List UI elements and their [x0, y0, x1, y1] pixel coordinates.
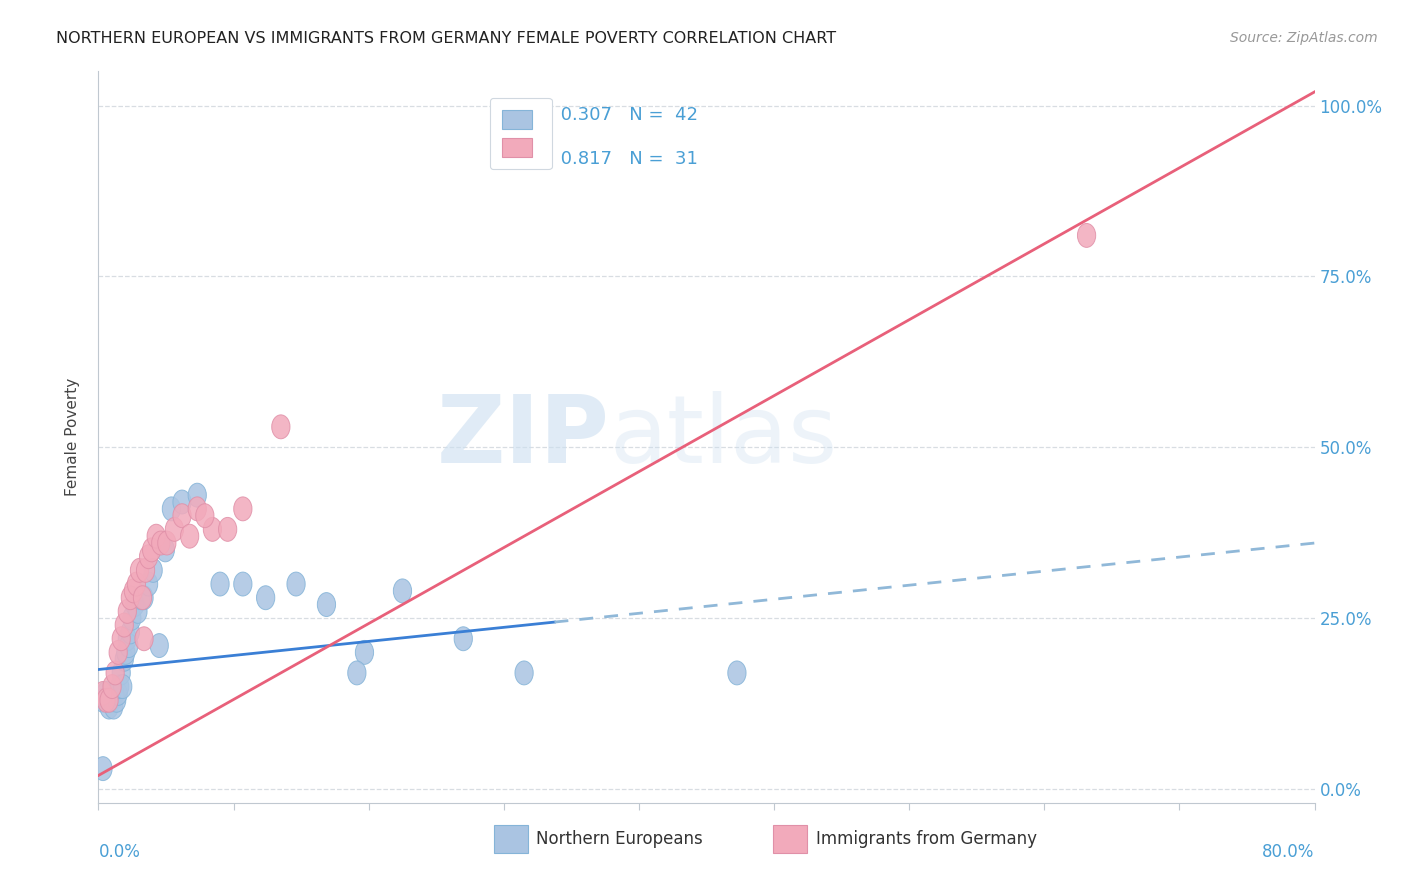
- Ellipse shape: [98, 689, 117, 712]
- Ellipse shape: [111, 674, 129, 698]
- Ellipse shape: [110, 681, 128, 706]
- Ellipse shape: [173, 490, 191, 514]
- Ellipse shape: [148, 524, 166, 549]
- Ellipse shape: [271, 415, 290, 439]
- Legend: , : ,: [489, 98, 551, 169]
- Ellipse shape: [107, 689, 125, 712]
- Ellipse shape: [117, 640, 135, 665]
- Ellipse shape: [356, 640, 374, 665]
- Ellipse shape: [128, 572, 146, 596]
- Ellipse shape: [139, 545, 157, 569]
- Ellipse shape: [115, 613, 134, 637]
- Ellipse shape: [120, 633, 138, 657]
- Ellipse shape: [195, 504, 214, 528]
- Ellipse shape: [515, 661, 533, 685]
- Ellipse shape: [94, 689, 112, 712]
- Ellipse shape: [94, 681, 112, 706]
- Ellipse shape: [1077, 224, 1095, 247]
- Ellipse shape: [142, 538, 160, 562]
- Ellipse shape: [97, 681, 115, 706]
- Ellipse shape: [204, 517, 222, 541]
- Ellipse shape: [121, 586, 139, 610]
- Ellipse shape: [180, 524, 198, 549]
- Text: NORTHERN EUROPEAN VS IMMIGRANTS FROM GERMANY FEMALE POVERTY CORRELATION CHART: NORTHERN EUROPEAN VS IMMIGRANTS FROM GER…: [56, 31, 837, 46]
- Ellipse shape: [101, 689, 120, 712]
- Ellipse shape: [125, 592, 143, 616]
- Ellipse shape: [124, 579, 142, 603]
- Text: ZIP: ZIP: [436, 391, 609, 483]
- Ellipse shape: [188, 497, 207, 521]
- Ellipse shape: [233, 572, 252, 596]
- Ellipse shape: [156, 538, 174, 562]
- Ellipse shape: [134, 586, 152, 610]
- Ellipse shape: [157, 531, 176, 555]
- Text: atlas: atlas: [609, 391, 838, 483]
- Ellipse shape: [97, 689, 115, 712]
- Ellipse shape: [122, 607, 141, 630]
- Ellipse shape: [100, 689, 118, 712]
- Ellipse shape: [100, 695, 118, 719]
- Ellipse shape: [233, 497, 252, 521]
- Ellipse shape: [136, 558, 155, 582]
- Ellipse shape: [188, 483, 207, 508]
- Ellipse shape: [103, 689, 121, 712]
- Ellipse shape: [103, 674, 121, 698]
- Ellipse shape: [166, 517, 184, 541]
- Ellipse shape: [118, 627, 136, 650]
- Bar: [773, 825, 807, 853]
- Ellipse shape: [728, 661, 747, 685]
- Ellipse shape: [118, 599, 136, 624]
- Ellipse shape: [129, 599, 148, 624]
- Ellipse shape: [94, 756, 112, 780]
- Ellipse shape: [104, 695, 122, 719]
- Text: R =  0.307   N =  42: R = 0.307 N = 42: [516, 106, 697, 124]
- Text: 0.0%: 0.0%: [98, 843, 141, 861]
- Ellipse shape: [173, 504, 191, 528]
- Ellipse shape: [135, 586, 153, 610]
- Ellipse shape: [454, 627, 472, 650]
- Ellipse shape: [347, 661, 366, 685]
- Ellipse shape: [110, 640, 128, 665]
- Ellipse shape: [112, 627, 131, 650]
- Ellipse shape: [105, 681, 124, 706]
- Text: Immigrants from Germany: Immigrants from Germany: [815, 830, 1038, 848]
- Ellipse shape: [152, 531, 170, 555]
- Ellipse shape: [318, 592, 336, 616]
- Text: Northern Europeans: Northern Europeans: [536, 830, 703, 848]
- Ellipse shape: [121, 620, 139, 644]
- Ellipse shape: [287, 572, 305, 596]
- Ellipse shape: [139, 572, 157, 596]
- Y-axis label: Female Poverty: Female Poverty: [65, 378, 80, 496]
- Ellipse shape: [162, 497, 180, 521]
- Ellipse shape: [112, 661, 131, 685]
- Ellipse shape: [115, 648, 134, 671]
- Ellipse shape: [131, 558, 149, 582]
- Bar: [494, 825, 527, 853]
- Ellipse shape: [211, 572, 229, 596]
- Ellipse shape: [143, 558, 162, 582]
- Ellipse shape: [150, 633, 169, 657]
- Ellipse shape: [256, 586, 274, 610]
- Ellipse shape: [218, 517, 236, 541]
- Text: 80.0%: 80.0%: [1263, 843, 1315, 861]
- Ellipse shape: [114, 674, 132, 698]
- Text: R =  0.817   N =  31: R = 0.817 N = 31: [516, 151, 697, 169]
- Text: Source: ZipAtlas.com: Source: ZipAtlas.com: [1230, 31, 1378, 45]
- Ellipse shape: [132, 586, 150, 610]
- Ellipse shape: [394, 579, 412, 603]
- Ellipse shape: [105, 661, 124, 685]
- Ellipse shape: [135, 627, 153, 650]
